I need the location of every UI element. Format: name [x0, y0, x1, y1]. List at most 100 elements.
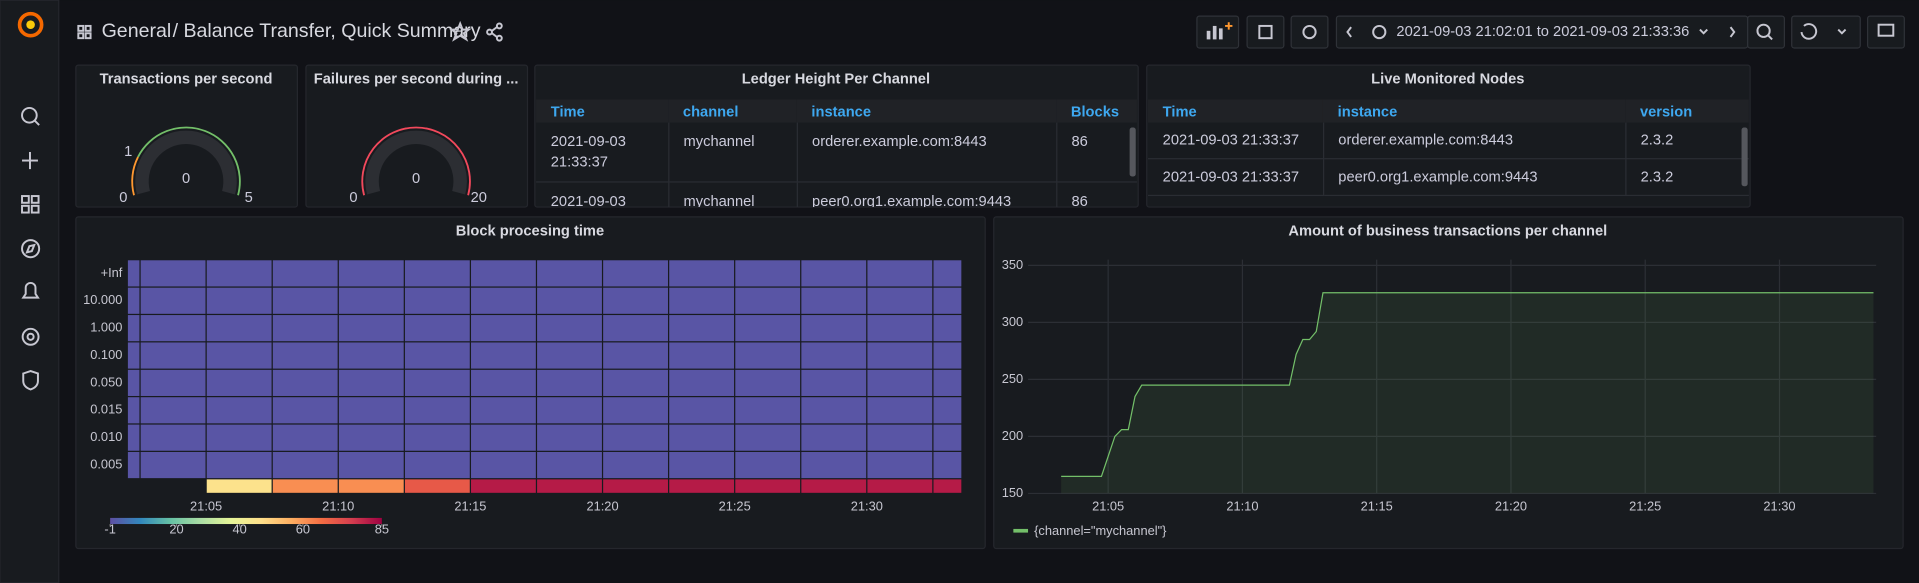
y-tick-label: 300: [1002, 314, 1023, 329]
gauge-tick-label: 20: [471, 190, 487, 206]
heatmap-cell: [128, 288, 140, 314]
heatmap-cell: [669, 425, 734, 451]
heatmap-cell: [537, 370, 602, 396]
legend-label: 40: [233, 522, 247, 537]
heatmap-cell: [603, 342, 668, 368]
heatmap-cell: [603, 260, 668, 286]
heatmap-cell: [801, 315, 866, 341]
heatmap-cell: [603, 425, 668, 451]
y-tick-label: 250: [1002, 371, 1023, 386]
heatmap-cell: [933, 397, 961, 423]
legend-label[interactable]: {channel="mychannel"}: [1034, 523, 1167, 538]
heatmap-cell: [669, 452, 734, 478]
legend-swatch: [1013, 529, 1028, 533]
zoom-out-button[interactable]: [1748, 16, 1785, 48]
heatmap-cell: [537, 288, 602, 314]
table-cell: 2021-09-03 21:33:37: [536, 123, 668, 182]
legend-label: -1: [104, 522, 115, 537]
heatmap-cell: [933, 288, 961, 314]
sidebar: [0, 0, 59, 583]
heatmap-cell: [273, 452, 338, 478]
scrollbar: [1130, 128, 1136, 177]
y-tick-label: 200: [1002, 428, 1023, 443]
heatmap-cell: [801, 452, 866, 478]
table: Timeinstanceversion2021-09-03 21:33:37or…: [1148, 99, 1749, 196]
heatmap-cell: [537, 342, 602, 368]
heatmap-cell: [867, 452, 932, 478]
column-header[interactable]: Time: [1148, 99, 1323, 122]
time-range[interactable]: 2021-09-03 21:02:01 to 2021-09-03 21:33:…: [1396, 24, 1689, 40]
gauge-tick-label: 1: [124, 144, 132, 160]
table-cell: mychannel: [668, 182, 797, 207]
column-header[interactable]: channel: [668, 99, 797, 122]
heatmap-cell: [339, 342, 404, 368]
x-tick-label: 21:30: [851, 498, 883, 513]
panel-title: Transactions per second: [100, 72, 273, 88]
heatmap-cell: [273, 425, 338, 451]
heatmap-cell: [471, 397, 536, 423]
heatmap-cell: [735, 425, 800, 451]
tv-mode-button[interactable]: [1868, 16, 1905, 48]
x-tick-label: 21:20: [1495, 498, 1527, 513]
heatmap-cell: [207, 315, 272, 341]
heatmap-cell: [128, 397, 140, 423]
x-tick-label: 21:25: [719, 498, 751, 513]
table-row: 2021-09-03 21:33:37peer0.org1.example.co…: [1148, 159, 1749, 196]
heatmap-cell: [867, 342, 932, 368]
heatmap-cell: [471, 479, 536, 492]
heatmap-cell: [867, 397, 932, 423]
heatmap-cell: [735, 370, 800, 396]
heatmap-cell: [141, 260, 206, 286]
add-panel-button[interactable]: [1197, 16, 1239, 48]
column-header[interactable]: version: [1625, 99, 1749, 122]
ledger-table-wrap: TimechannelinstanceBlocks 2021-09-03 21:3…: [536, 99, 1137, 207]
y-tick-label: 10.000: [83, 292, 122, 307]
heatmap-cell: [933, 425, 961, 451]
column-header[interactable]: Time: [536, 99, 668, 122]
heatmap-cell: [128, 370, 140, 396]
y-tick-label: 0.010: [90, 429, 122, 444]
table-cell: 2021-09-03 21:33:37: [1148, 159, 1323, 196]
heatmap-cell: [405, 315, 470, 341]
heatmap-cell: [735, 479, 800, 492]
heatmap-cell: [128, 342, 140, 368]
column-header[interactable]: Blocks: [1056, 99, 1137, 122]
heatmap-cell: [867, 479, 932, 492]
x-tick-label: 21:05: [190, 498, 222, 513]
heatmap-cell: [801, 479, 866, 492]
table-cell: 2.3.2: [1625, 123, 1749, 159]
table-cell: 2.3.2: [1625, 159, 1749, 196]
panel-title: Block procesing time: [456, 223, 604, 239]
settings-button[interactable]: [1291, 16, 1328, 48]
heatmap-cell: [273, 315, 338, 341]
column-header[interactable]: instance: [797, 99, 1056, 122]
heatmap-cell: [339, 288, 404, 314]
breadcrumb[interactable]: General: [102, 20, 172, 42]
heatmap-cell: [405, 397, 470, 423]
heatmap-cell: [537, 315, 602, 341]
heatmap-cell: [867, 288, 932, 314]
table-cell: orderer.example.com:8443: [797, 123, 1056, 182]
heatmap-cell: [339, 479, 404, 492]
heatmap-cell: [273, 397, 338, 423]
table-cell: 86: [1056, 123, 1137, 182]
gauge-value: 0: [412, 171, 420, 187]
heatmap-cell: [273, 342, 338, 368]
table-cell: 86: [1056, 182, 1137, 207]
nodes-table-container: Timeinstanceversion2021-09-03 21:33:37or…: [1148, 99, 1749, 207]
heatmap-cell: [669, 260, 734, 286]
y-tick-label: 0.005: [90, 456, 122, 471]
table-cell: mychannel: [668, 123, 797, 182]
y-tick-label: 150: [1002, 485, 1023, 500]
table-cell: 2021-09-03 21:33:37: [1148, 123, 1323, 159]
save-button[interactable]: [1247, 16, 1284, 48]
refresh-button[interactable]: [1792, 16, 1861, 48]
heatmap-cell: [141, 397, 206, 423]
heatmap-cell: [735, 288, 800, 314]
heatmap-cell: [735, 260, 800, 286]
heatmap-cell: [207, 342, 272, 368]
y-tick-label: 0.015: [90, 402, 122, 417]
heatmap-cell: [273, 479, 338, 492]
table-cell: peer0.org1.example.com:9443: [797, 182, 1056, 207]
column-header[interactable]: instance: [1323, 99, 1625, 122]
